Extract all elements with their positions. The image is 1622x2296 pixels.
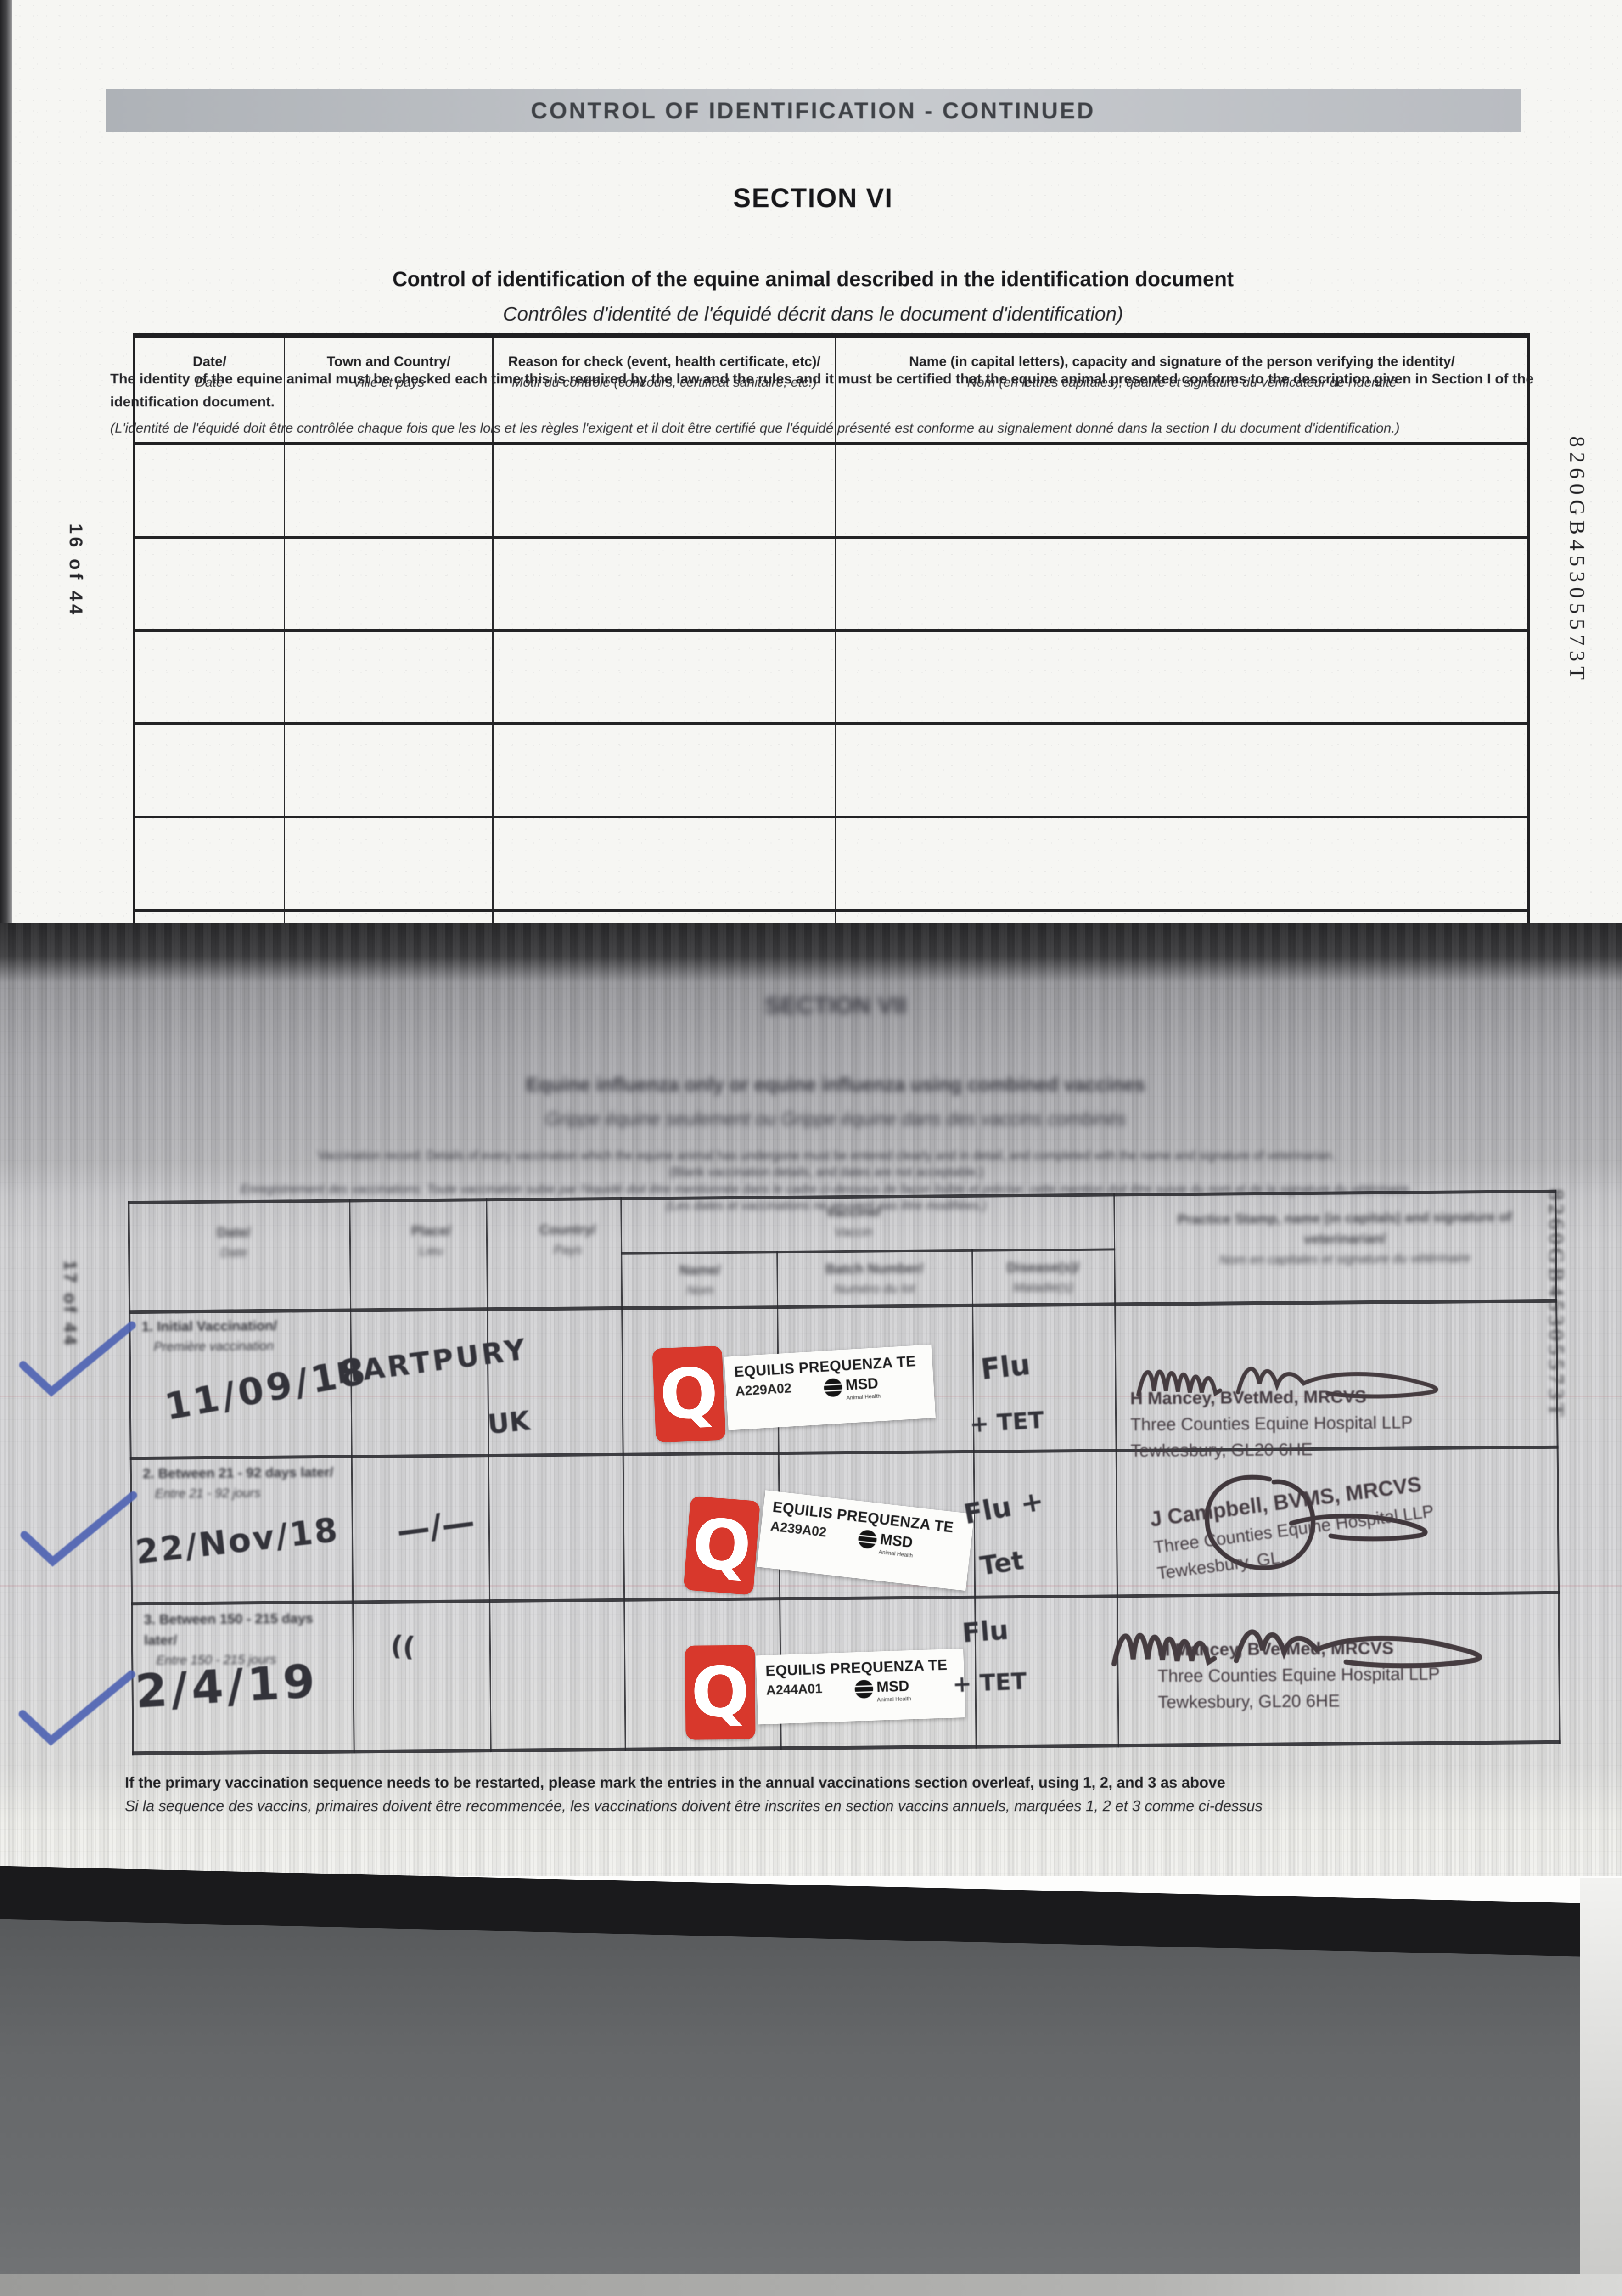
table-row: [135, 725, 1527, 818]
section-vii-note: Vaccination record: Details of every vac…: [240, 1148, 1413, 1213]
vaccine-sticker: EQUILIS PREQUENZA TE A239A02 MSD Animal H…: [757, 1490, 975, 1591]
vaccination-table: Date/Date Place/Lieu Country/Pays Vaccin…: [18, 1189, 1561, 1756]
vac-header-country: Country/Pays: [539, 1222, 596, 1257]
row2-place-handwritten: —/—: [394, 1502, 477, 1551]
checkmark-icon: [19, 1321, 136, 1397]
section-vii-title: SECTION VII: [764, 992, 907, 1019]
section-vi-page: CONTROL OF IDENTIFICATION - CONTINUED SE…: [0, 0, 1622, 925]
page-number-vertical: 16 of 44: [66, 523, 86, 618]
page-header-bar: CONTROL OF IDENTIFICATION - CONTINUED: [106, 89, 1521, 132]
msd-glyph-icon: [857, 1529, 878, 1550]
document-back-cover: [0, 1914, 1580, 2277]
intro-text-fr: (L'identité de l'équidé doit être contrô…: [110, 421, 1400, 436]
header-name-signature: Name (in capital letters), capacity and …: [835, 338, 1527, 442]
row1-country-handwritten: UK: [486, 1405, 532, 1440]
row3-disease-handwritten: Flu: [961, 1614, 1010, 1649]
vac-header-place: Place/Lieu: [411, 1223, 451, 1258]
vac-header-disease: Disease(s)/Maladie(s): [1006, 1259, 1080, 1295]
msd-glyph-icon: [854, 1679, 874, 1699]
header-reason: Reason for check (event, health certific…: [492, 338, 835, 442]
vaccine-sticker: EQUILIS PREQUENZA TE A244A01 MSD Animal H…: [756, 1649, 966, 1725]
row1-label: 1. Initial Vaccination/Première vaccinat…: [141, 1318, 277, 1354]
scanner-artifact-line: [0, 1585, 1622, 1587]
document-id-vertical: 8260GB45305573T: [1565, 436, 1589, 685]
vac-header-vaccine: Vaccine/Vaccin: [825, 1204, 881, 1239]
row1-disease-handwritten: Flu: [979, 1347, 1032, 1387]
row1-disease-handwritten: + TET: [969, 1407, 1045, 1438]
intro-text-en: The identity of the equine animal must b…: [110, 371, 1534, 410]
section-title: SECTION VI: [733, 183, 893, 213]
row3-date-handwritten: 2/4/19: [134, 1654, 320, 1719]
q-logo: Q: [652, 1345, 726, 1443]
msd-logo: MSD Animal Health: [854, 1677, 911, 1703]
checkmark-icon: [20, 1491, 137, 1567]
msd-glyph-icon: [823, 1378, 843, 1398]
vac-header-name: Name/Nom: [679, 1262, 721, 1297]
q-logo: Q: [685, 1645, 756, 1740]
page-title-fr: Contrôles d'identité de l'équidé décrit …: [503, 303, 1123, 325]
scan-edge-shadow: [0, 0, 12, 924]
page-title-en: Control of identification of the equine …: [392, 267, 1234, 291]
restart-sequence-note: If the primary vaccination sequence need…: [125, 1774, 1263, 1815]
table-row: [135, 445, 1527, 539]
row2-label: 2. Between 21 - 92 days later/Entre 21 -…: [142, 1464, 334, 1501]
table-row: [135, 632, 1527, 725]
q-logo: Q: [683, 1496, 761, 1595]
vac-header-stamp: Practice Stamp, name (in capitals) and s…: [1177, 1209, 1512, 1267]
row2-disease-handwritten: Tet: [978, 1545, 1026, 1581]
row1-place-handwritten: HARTPURY: [334, 1332, 530, 1390]
page-header-text: CONTROL OF IDENTIFICATION - CONTINUED: [531, 98, 1095, 124]
control-table-header-row: Date/ Date Town and Country/ Ville et pa…: [135, 338, 1527, 445]
row2-date-handwritten: 22/Nov/18: [133, 1510, 342, 1572]
header-town-country: Town and Country/ Ville et pays: [284, 338, 492, 442]
msd-logo: MSD Animal Health: [857, 1529, 915, 1559]
intro-paragraph: The identity of the equine animal must b…: [110, 367, 1543, 439]
control-table: Date/ Date Town and Country/ Ville et pa…: [133, 333, 1530, 925]
msd-logo: MSD Animal Health: [823, 1375, 881, 1402]
row3-practice-stamp: H Mancey, BVetMed, MRCVS Three Counties …: [1157, 1638, 1440, 1712]
vac-header-batch: Batch Number/Numéro du lot: [825, 1261, 924, 1296]
checkmark-icon: [18, 1670, 135, 1746]
veterinarian-signature: [1111, 1629, 1482, 1669]
row1-practice-stamp: H Mancey, BVetMed, MRCVS Three Counties …: [1130, 1387, 1413, 1461]
section-vii-subtitle-en: Equine influenza only or equine influenz…: [526, 1074, 1145, 1095]
scan-bottom-strip: [0, 2274, 1622, 2296]
page-number-vertical: 17 of 44: [60, 1261, 79, 1348]
cover-right-margin: [1580, 1878, 1622, 2296]
vaccine-sticker: EQUILIS PREQUENZA TE A229A02 MSD Animal H…: [724, 1344, 936, 1430]
vac-header-date: Date/Date: [217, 1225, 251, 1260]
table-row: [135, 912, 1527, 923]
header-date: Date/ Date: [192, 354, 227, 390]
row3-disease-handwritten: + TET: [952, 1668, 1027, 1698]
veterinarian-signature: [1205, 1474, 1428, 1570]
section-vii-subtitle-fr: Grippe équine seulement ou Grippe équine…: [545, 1109, 1126, 1129]
table-row: [135, 818, 1527, 912]
table-row: [135, 539, 1527, 632]
veterinarian-signature: [1136, 1367, 1438, 1399]
row3-place-ditto-handwritten: ((: [389, 1629, 416, 1663]
